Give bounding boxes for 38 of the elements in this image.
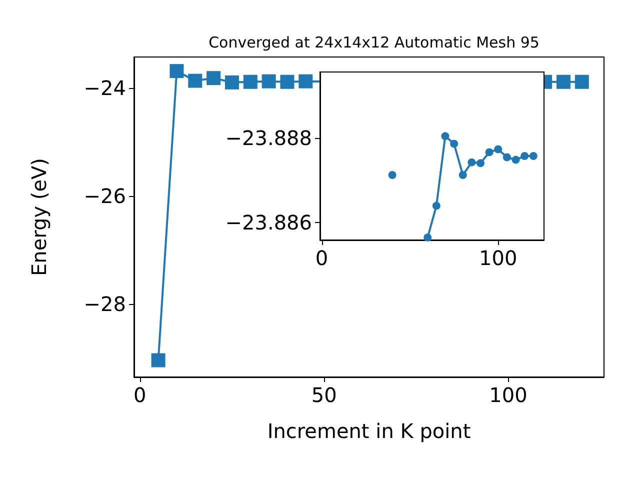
point bbox=[556, 74, 570, 89]
point bbox=[529, 152, 538, 160]
point bbox=[280, 74, 294, 89]
x-tick-label: 100 bbox=[489, 383, 528, 407]
point bbox=[502, 153, 511, 162]
point bbox=[520, 152, 529, 160]
y-tick-label: −23.888 bbox=[225, 126, 312, 150]
point bbox=[243, 74, 258, 89]
point bbox=[468, 158, 476, 166]
point bbox=[485, 148, 494, 156]
y-axis-title: Energy (eV) bbox=[27, 158, 51, 276]
x-tick-label: 0 bbox=[134, 383, 146, 407]
point bbox=[494, 145, 502, 154]
y-tick-label: −23.886 bbox=[225, 210, 312, 234]
point bbox=[388, 170, 396, 179]
x-axis-title: Increment in K point bbox=[267, 419, 471, 443]
point bbox=[188, 74, 202, 88]
point bbox=[512, 156, 520, 164]
point bbox=[458, 170, 467, 179]
chart-title: Converged at 24x14x12 Automatic Mesh 95 bbox=[208, 34, 540, 52]
point bbox=[450, 140, 458, 148]
point bbox=[441, 132, 450, 140]
x-tick-label: 100 bbox=[479, 246, 518, 270]
point bbox=[262, 74, 276, 88]
point bbox=[432, 202, 440, 210]
y-tick-label: −24 bbox=[84, 76, 126, 100]
point bbox=[224, 75, 239, 90]
point bbox=[151, 353, 166, 368]
point bbox=[206, 71, 221, 86]
point bbox=[170, 64, 184, 78]
point bbox=[298, 74, 313, 88]
x-tick-label: 0 bbox=[315, 246, 328, 270]
point bbox=[424, 233, 432, 242]
point bbox=[476, 159, 485, 168]
point bbox=[574, 74, 589, 89]
x-tick-label: 50 bbox=[311, 383, 337, 407]
y-tick-label: −28 bbox=[84, 292, 126, 316]
y-tick-label: −26 bbox=[84, 184, 126, 208]
